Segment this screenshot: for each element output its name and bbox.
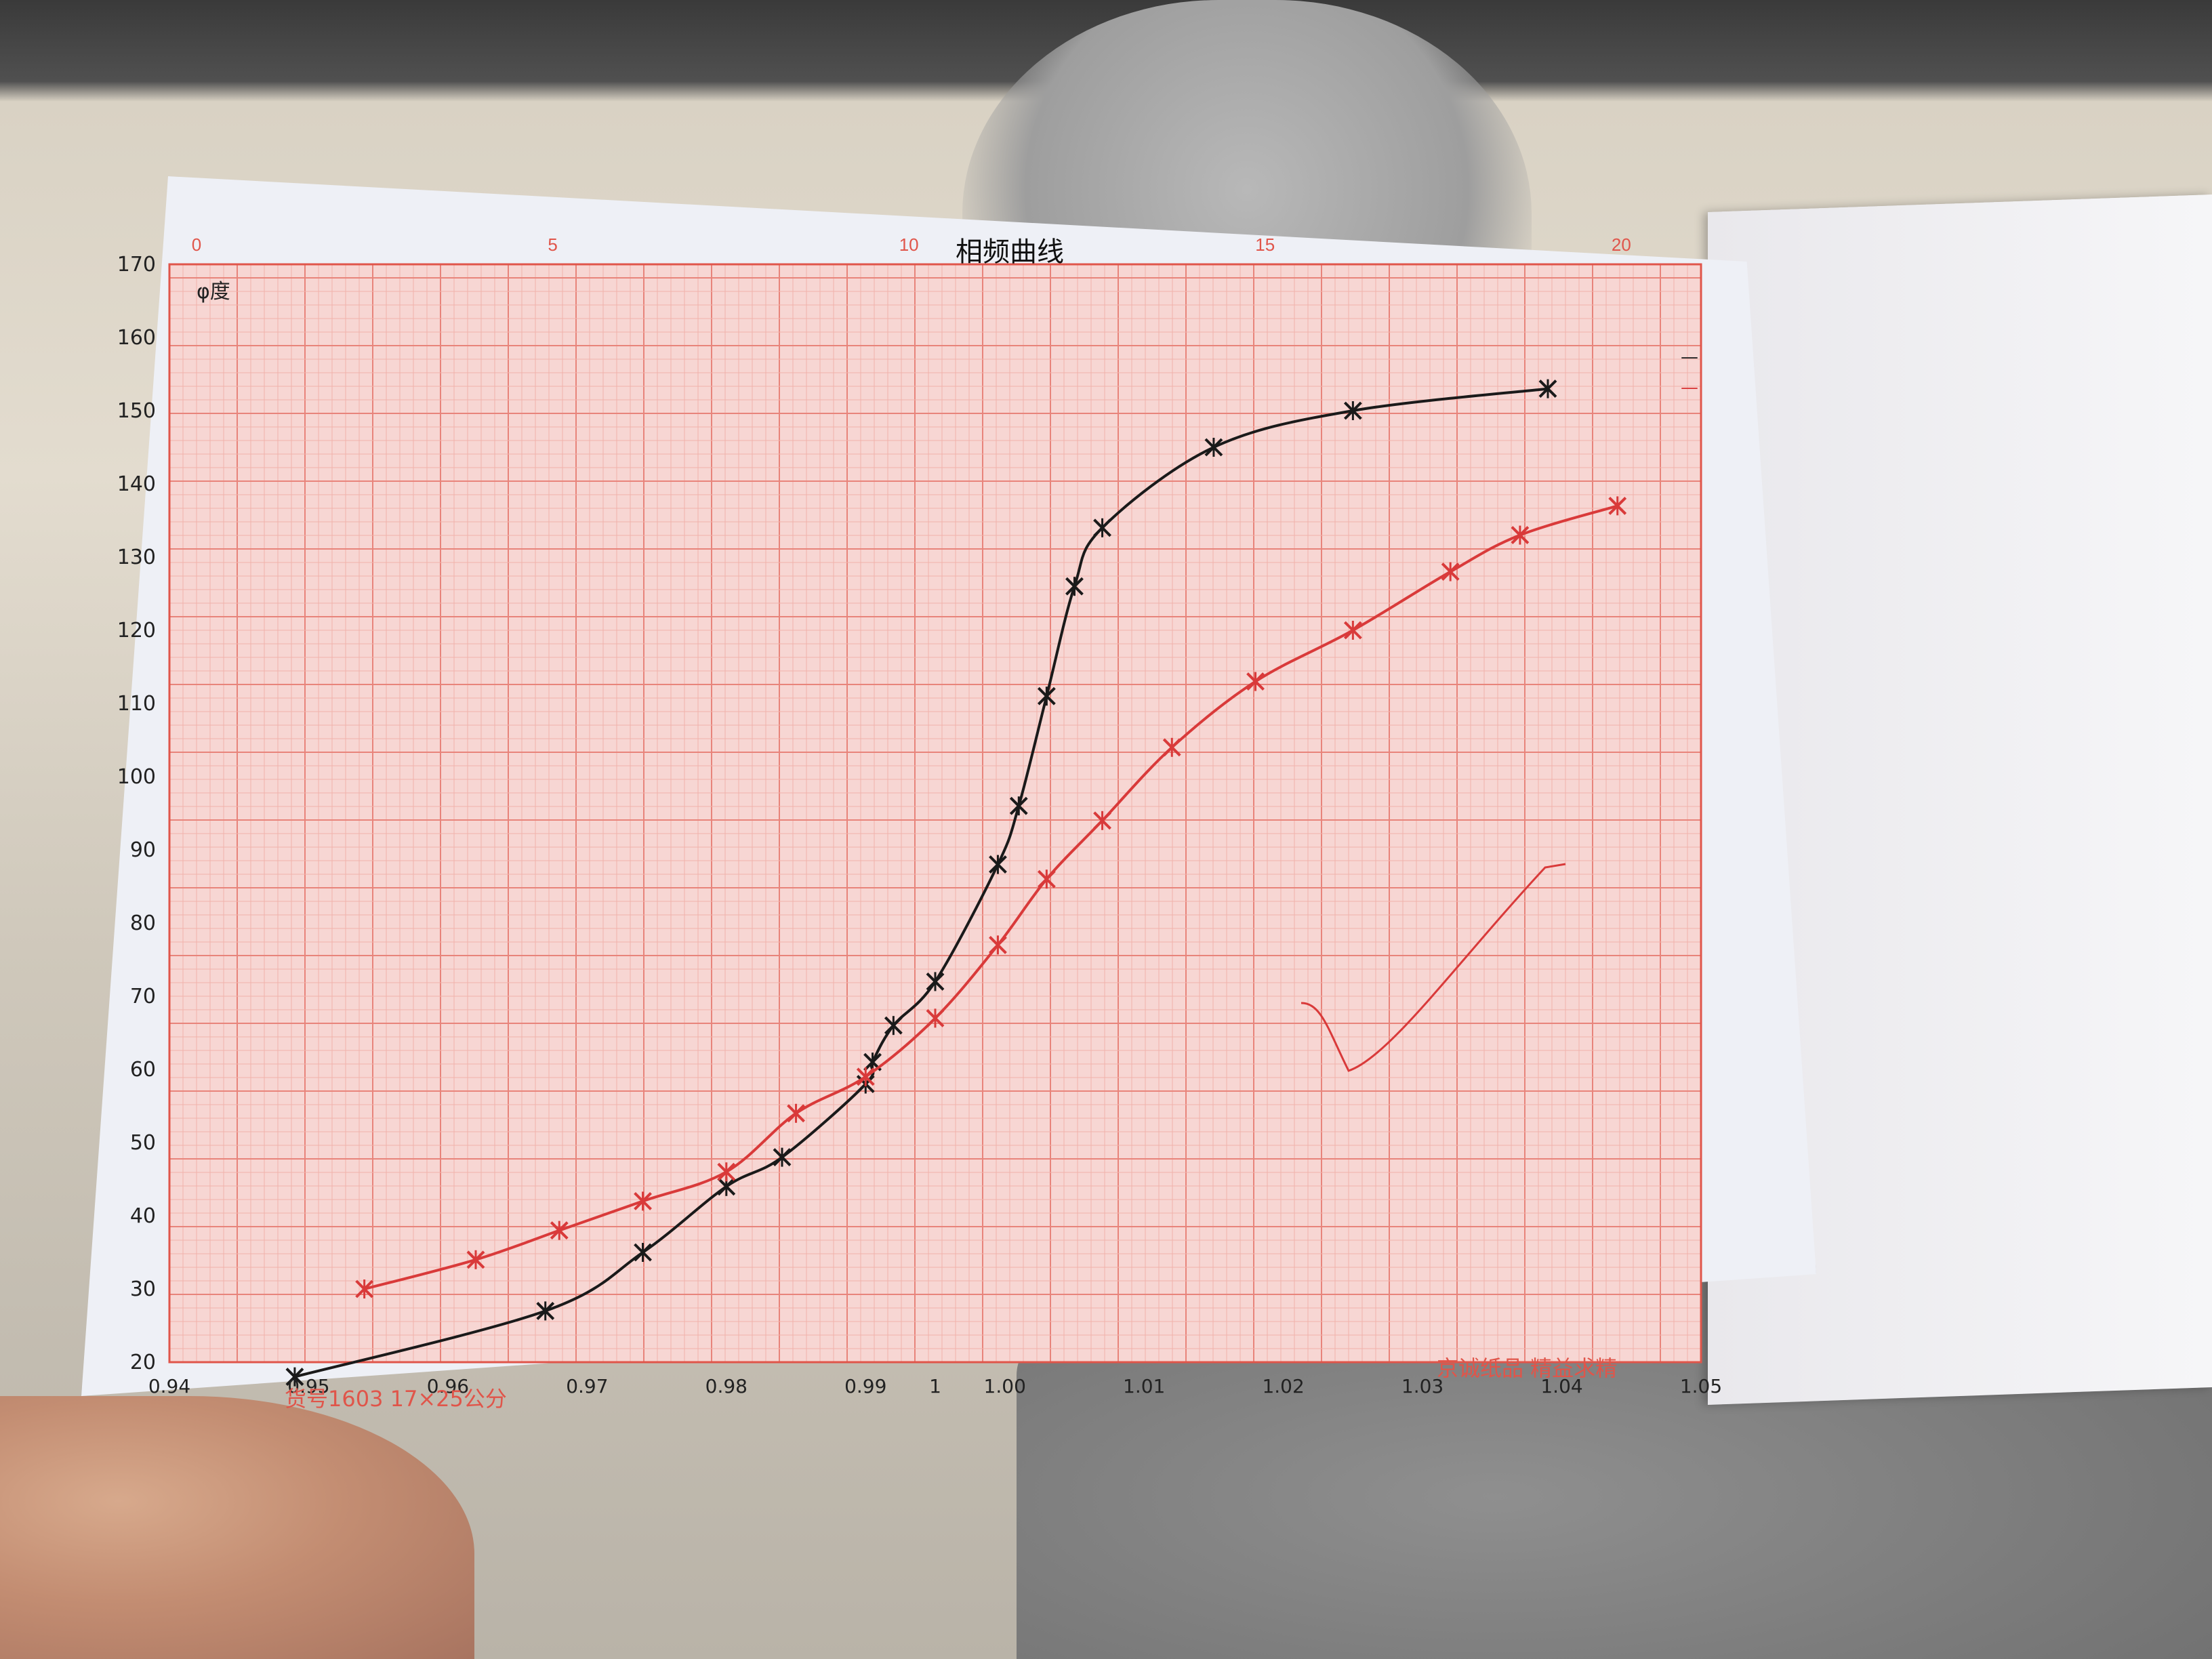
x-tick-label: 1 bbox=[929, 1375, 941, 1397]
data-point-red bbox=[1246, 672, 1265, 691]
data-point-red bbox=[717, 1162, 736, 1182]
y-tick-label: 40 bbox=[130, 1204, 156, 1228]
data-point-red bbox=[355, 1279, 374, 1298]
footer-left: 货号1603 17×25公分 bbox=[285, 1386, 507, 1412]
tick-layer: 2030405060708090100110120130140150160170… bbox=[117, 234, 1722, 1397]
y-tick-label: 90 bbox=[130, 838, 156, 862]
x-tick-label: 1.02 bbox=[1262, 1375, 1304, 1397]
data-point-black bbox=[1204, 438, 1223, 457]
y-tick-label: 50 bbox=[130, 1131, 156, 1155]
data-point-red bbox=[550, 1221, 569, 1240]
legend-mark-black: — bbox=[1681, 347, 1698, 367]
data-point-black bbox=[1037, 687, 1056, 706]
y-tick-label: 130 bbox=[117, 546, 156, 569]
top-scale-label: 10 bbox=[899, 234, 919, 255]
data-point-red bbox=[787, 1103, 805, 1123]
data-point-black bbox=[536, 1301, 555, 1321]
data-point-red bbox=[1037, 869, 1056, 889]
graph-grid bbox=[168, 263, 1702, 1364]
data-point-black bbox=[989, 855, 1007, 874]
data-point-red bbox=[466, 1250, 485, 1269]
y-tick-label: 30 bbox=[130, 1277, 156, 1301]
red-scribble bbox=[1300, 863, 1566, 1072]
x-tick-label: 0.95 bbox=[287, 1375, 329, 1397]
y-axis-label: φ度 bbox=[197, 280, 230, 304]
x-tick-label: 1.00 bbox=[984, 1375, 1026, 1397]
plot-frame bbox=[168, 263, 1702, 1364]
data-point-black bbox=[773, 1147, 792, 1167]
top-scale-label: 15 bbox=[1255, 234, 1275, 255]
x-tick-label: 0.99 bbox=[844, 1375, 886, 1397]
x-tick-label: 1.05 bbox=[1680, 1375, 1722, 1397]
x-tick-label: 0.97 bbox=[566, 1375, 608, 1397]
x-tick-label: 0.96 bbox=[427, 1375, 469, 1397]
y-tick-label: 120 bbox=[117, 619, 156, 642]
legend-mark-red: — bbox=[1681, 377, 1698, 398]
data-point-black bbox=[1009, 796, 1028, 816]
data-point-red bbox=[989, 935, 1007, 955]
data-point-black bbox=[1093, 518, 1111, 537]
data-point-red bbox=[1343, 621, 1362, 640]
top-scale-label: 20 bbox=[1612, 234, 1631, 255]
y-tick-label: 70 bbox=[130, 985, 156, 1008]
data-point-red bbox=[1511, 525, 1530, 545]
top-scale-label: 0 bbox=[192, 234, 201, 255]
y-tick-label: 110 bbox=[117, 692, 156, 716]
data-point-red bbox=[856, 1067, 875, 1086]
series-layer bbox=[285, 379, 1627, 1387]
x-tick-label: 1.04 bbox=[1540, 1375, 1582, 1397]
data-point-red bbox=[926, 1008, 945, 1028]
graph-paper-area bbox=[169, 264, 1701, 1362]
data-point-black bbox=[285, 1367, 304, 1387]
data-point-black bbox=[1065, 577, 1084, 596]
y-tick-label: 140 bbox=[117, 472, 156, 496]
y-tick-label: 150 bbox=[117, 399, 156, 423]
data-point-black bbox=[926, 972, 945, 991]
data-point-red bbox=[1162, 737, 1181, 757]
y-tick-label: 160 bbox=[117, 326, 156, 350]
data-point-black bbox=[884, 1016, 903, 1036]
y-tick-label: 20 bbox=[130, 1351, 156, 1374]
data-point-black bbox=[634, 1243, 652, 1262]
y-tick-label: 60 bbox=[130, 1058, 156, 1082]
x-tick-label: 0.94 bbox=[148, 1375, 190, 1397]
top-scale-label: 5 bbox=[548, 234, 557, 255]
chart-title: 相频曲线 bbox=[956, 237, 1064, 268]
data-point-red bbox=[1093, 811, 1111, 830]
data-point-red bbox=[1608, 496, 1627, 516]
data-point-red bbox=[1441, 562, 1460, 581]
data-point-black bbox=[1538, 379, 1557, 398]
y-tick-label: 80 bbox=[130, 912, 156, 935]
y-tick-label: 170 bbox=[117, 253, 156, 276]
x-tick-label: 0.98 bbox=[705, 1375, 747, 1397]
x-tick-label: 1.01 bbox=[1123, 1375, 1165, 1397]
y-tick-label: 100 bbox=[117, 765, 156, 789]
x-tick-label: 1.03 bbox=[1401, 1375, 1443, 1397]
data-point-black bbox=[1343, 401, 1362, 420]
data-point-red bbox=[634, 1191, 652, 1211]
footer-right: 京诚纸品 精益求精 bbox=[1437, 1355, 1617, 1381]
